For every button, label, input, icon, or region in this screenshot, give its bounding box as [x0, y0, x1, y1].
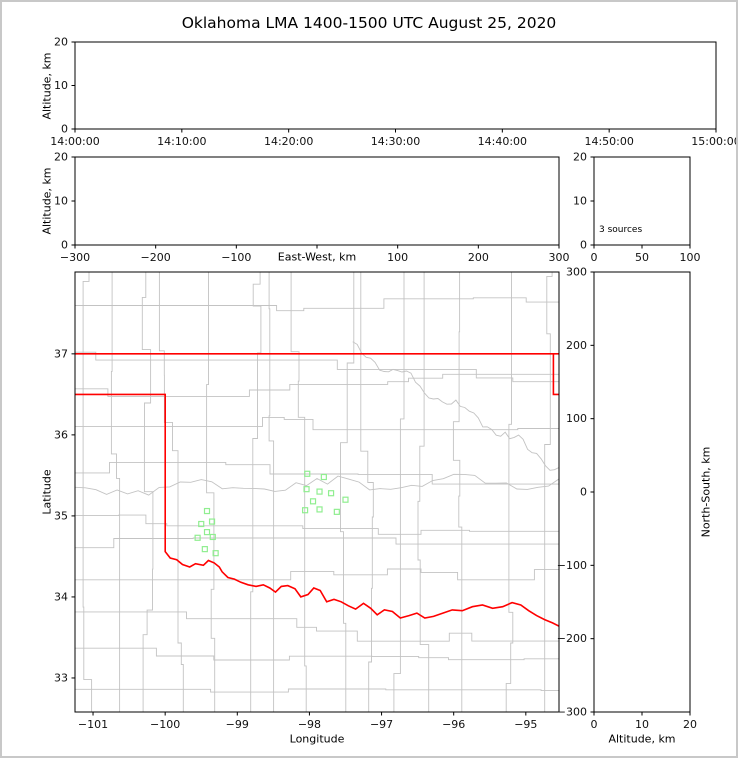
- tick-label: 0: [61, 239, 68, 252]
- tick-label: 10: [635, 718, 649, 731]
- station-marker: [203, 507, 211, 515]
- tick-label: −100: [557, 559, 587, 572]
- river: [75, 473, 559, 496]
- figure-title: Oklahoma LMA 1400-1500 UTC August 25, 20…: [181, 14, 557, 32]
- tick-label: 100: [566, 412, 587, 425]
- tick-label: 33: [54, 671, 68, 684]
- tick-label: 10: [54, 195, 68, 208]
- tick-label: −200: [557, 632, 587, 645]
- tick-label: −95: [514, 718, 537, 731]
- tick-label: −98: [298, 718, 321, 731]
- source-count-annotation: 3 sources: [599, 225, 643, 235]
- tick-label: −200: [141, 251, 171, 264]
- tick-label: 14:20:00: [264, 135, 313, 148]
- state-border: [75, 353, 559, 627]
- station-marker: [303, 486, 310, 493]
- tick-label: 14:50:00: [584, 135, 633, 148]
- river: [352, 341, 559, 471]
- tick-label: 36: [54, 428, 68, 441]
- station-marker: [208, 518, 216, 525]
- station-marker: [333, 508, 340, 515]
- tick-label: 300: [566, 266, 587, 279]
- station-marker: [194, 534, 201, 541]
- tick-label: 0: [61, 123, 68, 136]
- station-marker: [212, 550, 219, 557]
- county-boundaries: [75, 272, 559, 712]
- ylabel-ew-altitude: Altitude, km: [40, 167, 54, 235]
- tick-label: 200: [566, 339, 587, 352]
- tick-label: 20: [54, 36, 68, 49]
- station-marker: [209, 533, 216, 541]
- tick-label: 0: [591, 251, 598, 264]
- station-marker: [304, 470, 311, 477]
- tick-label: −300: [60, 251, 90, 264]
- tick-label: 0: [580, 486, 587, 499]
- tick-label: 20: [54, 151, 68, 164]
- tick-label: 0: [591, 718, 598, 731]
- tick-label: 34: [54, 590, 68, 603]
- tick-label: 20: [573, 151, 587, 164]
- tick-label: −97: [370, 718, 393, 731]
- tick-label: 20: [683, 718, 697, 731]
- time_altitude-panel: [74, 41, 717, 130]
- tick-label: 0: [580, 239, 587, 252]
- tick-label: −99: [226, 718, 249, 731]
- tick-label: −100: [221, 251, 251, 264]
- tick-label: 14:30:00: [371, 135, 420, 148]
- ylabel-time-altitude: Altitude, km: [40, 52, 54, 120]
- tick-label: −300: [557, 706, 587, 719]
- station-marker: [320, 473, 327, 481]
- tick-label: 300: [549, 251, 570, 264]
- tick-label: 200: [468, 251, 489, 264]
- station-marker: [316, 506, 323, 513]
- station-marker: [203, 529, 211, 536]
- station-marker: [301, 507, 309, 514]
- tick-label: 15:00:00: [691, 135, 738, 148]
- station-marker: [198, 520, 205, 528]
- tick-label: 10: [573, 195, 587, 208]
- lma-station-markers: [194, 470, 349, 557]
- station-marker: [316, 488, 323, 495]
- tick-label: 37: [54, 347, 68, 360]
- tick-label: 14:40:00: [478, 135, 527, 148]
- tick-label: −101: [78, 718, 108, 731]
- ylabel-latitude: Latitude: [40, 469, 54, 515]
- tick-label: −100: [150, 718, 180, 731]
- ns_altitude-panel: [593, 271, 691, 713]
- plan_view_map-panel: [74, 271, 560, 713]
- xlabel-ns-altitude: Altitude, km: [608, 732, 676, 746]
- tick-label: 100: [387, 251, 408, 264]
- station-marker: [327, 490, 335, 497]
- tick-label: 14:00:00: [50, 135, 99, 148]
- ew_altitude-panel: [74, 156, 560, 246]
- xlabel-east-west: East-West, km: [277, 250, 357, 264]
- map-layers: [75, 272, 559, 712]
- tick-label: 50: [635, 251, 649, 264]
- station-marker: [201, 546, 208, 553]
- xlabel-longitude: Longitude: [289, 732, 345, 746]
- tick-label: 14:10:00: [157, 135, 206, 148]
- station-marker: [342, 496, 349, 503]
- tick-label: 10: [54, 79, 68, 92]
- tick-label: −96: [442, 718, 465, 731]
- tick-label: 100: [680, 251, 701, 264]
- tick-label: 35: [54, 509, 68, 522]
- station-marker: [309, 498, 317, 505]
- ylabel-north-south: North-South, km: [699, 446, 713, 538]
